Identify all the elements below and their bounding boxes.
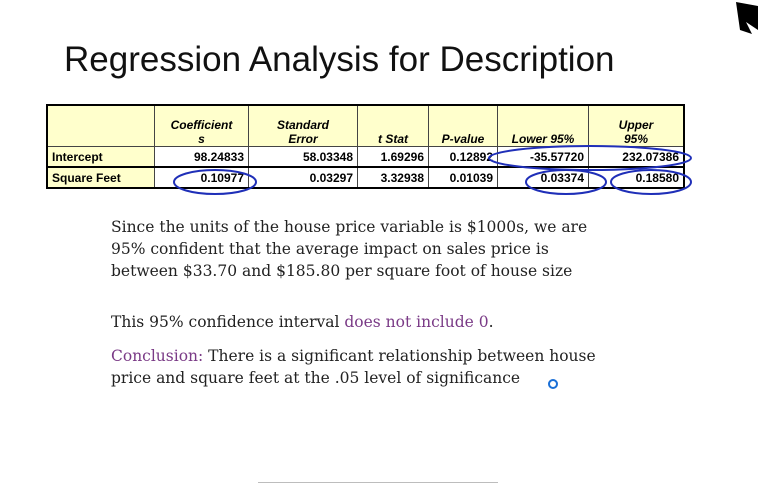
cell-p-value: 0.01039: [428, 166, 498, 189]
row-label: Square Feet: [46, 166, 155, 189]
interpretation-line-3: between $33.70 and $185.80 per square fo…: [111, 262, 573, 280]
header-coefficients-line2: s: [198, 132, 205, 146]
header-coefficients: Coefficient s: [154, 104, 249, 147]
cell-lower-95: -35.57720: [497, 146, 589, 168]
header-upper-95-line2: 95%: [623, 132, 649, 146]
header-standard-error: Standard Error: [248, 104, 358, 147]
header-t-stat-text: t Stat: [378, 132, 408, 146]
cell-t-stat: 3.32938: [357, 166, 429, 189]
slide-title: Regression Analysis for Description: [64, 40, 615, 79]
interpretation-paragraph: Since the units of the house price varia…: [111, 216, 587, 282]
conclusion-paragraph: Conclusion: There is a significant relat…: [111, 345, 596, 389]
cell-upper-95: 232.07386: [588, 146, 685, 168]
regression-table: Coefficient s Standard Error t Stat P-va…: [46, 104, 685, 189]
table-row-intercept: Intercept 98.24833 58.03348 1.69296 0.12…: [46, 146, 685, 168]
cell-coefficient: 98.24833: [154, 146, 249, 168]
cell-standard-error: 58.03348: [248, 146, 358, 168]
header-t-stat: t Stat: [357, 104, 429, 147]
header-coefficients-line1: Coefficient: [170, 118, 233, 132]
table-header-row: Coefficient s Standard Error t Stat P-va…: [46, 104, 685, 147]
interval-prefix: This 95% confidence interval: [111, 313, 345, 331]
header-standard-error-line2: Error: [288, 132, 318, 146]
cell-upper-95: 0.18580: [588, 166, 685, 189]
header-p-value: P-value: [428, 104, 498, 147]
cell-p-value: 0.12892: [428, 146, 498, 168]
conclusion-line-2: price and square feet at the .05 level o…: [111, 369, 521, 387]
conclusion-line-1: Conclusion: There is a significant relat…: [111, 345, 596, 367]
corner-mark-icon: [736, 2, 758, 34]
header-lower-95: Lower 95%: [497, 104, 589, 147]
header-upper-95: Upper 95%: [588, 104, 685, 147]
interval-highlight: does not include 0: [344, 313, 489, 331]
bottom-divider: [258, 482, 498, 483]
interpretation-line-2: 95% confident that the average impact on…: [111, 240, 549, 258]
header-standard-error-line1: Standard: [276, 118, 329, 132]
conclusion-line-1-rest: There is a significant relationship betw…: [203, 347, 596, 365]
header-blank: [46, 104, 155, 147]
cell-t-stat: 1.69296: [357, 146, 429, 168]
header-upper-95-line1: Upper: [618, 118, 654, 132]
header-lower-95-text: Lower 95%: [511, 132, 575, 146]
interval-suffix: .: [488, 313, 494, 331]
cell-coefficient: 0.10977: [154, 166, 249, 189]
conclusion-label: Conclusion:: [111, 347, 204, 365]
interpretation-line-1: Since the units of the house price varia…: [111, 218, 588, 236]
cell-standard-error: 0.03297: [248, 166, 358, 189]
header-p-value-text: P-value: [441, 132, 485, 146]
cell-lower-95: 0.03374: [497, 166, 589, 189]
table-row-square-feet: Square Feet 0.10977 0.03297 3.32938 0.01…: [46, 166, 685, 189]
row-label: Intercept: [46, 146, 155, 168]
interval-paragraph: This 95% confidence interval does not in…: [111, 311, 494, 333]
pointer-circle-icon: [548, 379, 558, 389]
